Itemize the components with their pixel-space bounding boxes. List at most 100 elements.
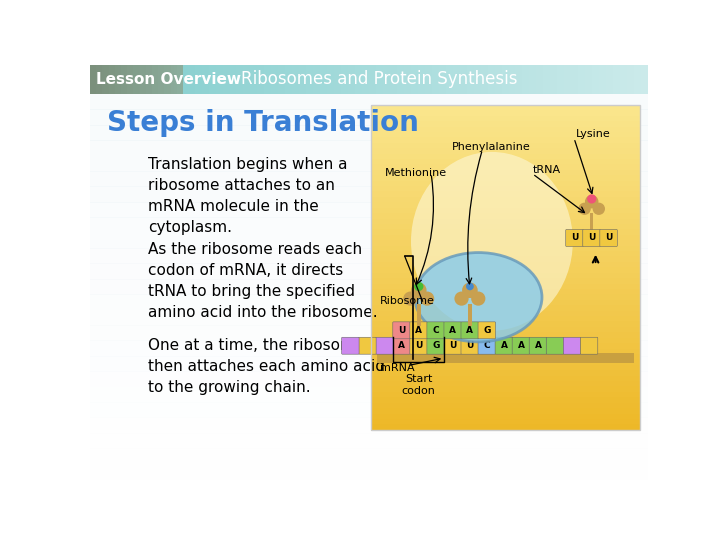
Bar [369, 65, 377, 94]
Bar [174, 65, 181, 94]
Bar [90, 417, 648, 434]
Bar [334, 65, 342, 94]
Bar [371, 321, 640, 328]
Text: A: A [449, 326, 456, 335]
Bar [418, 65, 426, 94]
FancyBboxPatch shape [461, 322, 478, 339]
Bar [371, 246, 640, 252]
Text: U: U [398, 326, 405, 335]
Bar [371, 338, 640, 344]
Bar [140, 65, 145, 94]
Bar [467, 65, 474, 94]
FancyBboxPatch shape [444, 338, 462, 354]
Text: U: U [588, 233, 595, 242]
Bar [97, 65, 104, 94]
Bar [397, 65, 405, 94]
Bar [371, 262, 640, 268]
Bar [300, 65, 307, 94]
Bar [627, 65, 635, 94]
Bar [371, 408, 640, 414]
FancyBboxPatch shape [444, 322, 462, 339]
Bar [188, 65, 195, 94]
FancyBboxPatch shape [546, 338, 564, 354]
FancyBboxPatch shape [410, 338, 427, 354]
Bar [390, 65, 397, 94]
Bar [114, 65, 121, 94]
Circle shape [593, 204, 604, 214]
Bar [327, 65, 335, 94]
FancyBboxPatch shape [512, 338, 530, 354]
Bar [371, 148, 640, 154]
FancyBboxPatch shape [529, 338, 546, 354]
Circle shape [421, 292, 433, 305]
Bar [371, 126, 640, 133]
Bar [90, 464, 648, 480]
Bar [557, 65, 565, 94]
Bar [417, 304, 420, 326]
Bar [371, 213, 640, 219]
Bar [121, 65, 127, 94]
Bar [292, 65, 300, 94]
Bar [446, 65, 454, 94]
Bar [564, 65, 572, 94]
Bar [371, 159, 640, 165]
Bar [90, 202, 648, 218]
Bar [371, 197, 640, 203]
Bar [634, 65, 642, 94]
Bar [90, 217, 648, 233]
FancyBboxPatch shape [600, 230, 617, 246]
Bar [371, 164, 640, 171]
Bar [90, 125, 648, 141]
Bar [377, 353, 634, 363]
Circle shape [472, 292, 485, 305]
Bar [230, 65, 238, 94]
Bar [90, 402, 648, 418]
Bar [411, 65, 418, 94]
Bar [177, 65, 183, 94]
Text: C: C [484, 341, 490, 350]
Bar [371, 316, 640, 322]
Bar [544, 65, 551, 94]
Bar [371, 181, 640, 187]
Bar [90, 372, 648, 387]
Text: A: A [398, 341, 405, 350]
FancyBboxPatch shape [376, 338, 393, 354]
Bar [371, 153, 640, 160]
Bar [371, 294, 640, 301]
Bar [111, 65, 119, 94]
Bar [474, 65, 482, 94]
Bar [536, 65, 544, 94]
Bar [90, 325, 648, 341]
Bar [371, 137, 640, 144]
Circle shape [466, 282, 474, 291]
Bar [90, 279, 648, 295]
Bar [90, 186, 648, 202]
Bar [90, 340, 648, 356]
Bar [371, 110, 640, 117]
Text: Start
codon: Start codon [402, 374, 436, 396]
Text: U: U [415, 341, 423, 350]
Bar [90, 248, 648, 264]
Bar [209, 65, 216, 94]
Bar [243, 65, 251, 94]
Bar [104, 65, 112, 94]
Bar [251, 65, 258, 94]
Text: Methionine: Methionine [384, 168, 446, 178]
Bar [376, 65, 384, 94]
Bar [90, 233, 648, 249]
Bar [371, 251, 640, 257]
Bar [371, 235, 640, 241]
Bar [133, 65, 140, 94]
Bar [371, 278, 640, 285]
Circle shape [587, 194, 596, 204]
Bar [371, 240, 640, 246]
Bar [90, 140, 648, 157]
Circle shape [586, 196, 598, 207]
FancyBboxPatch shape [393, 322, 410, 339]
Bar [487, 65, 495, 94]
Bar [90, 264, 648, 280]
Bar [371, 143, 640, 149]
Bar [152, 65, 158, 94]
Bar [371, 219, 640, 225]
Bar [145, 65, 153, 94]
